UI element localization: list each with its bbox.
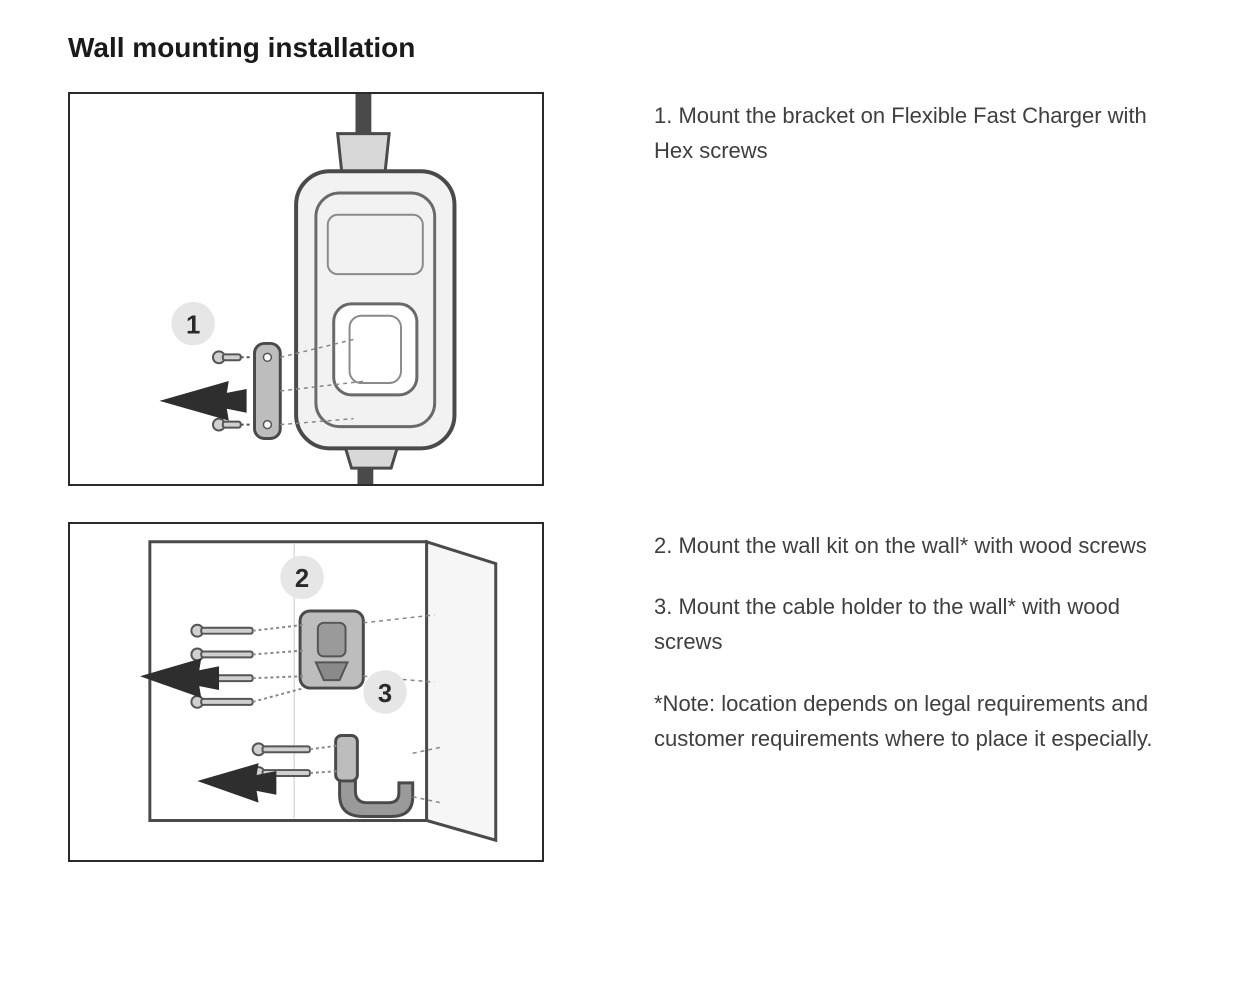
step-1-row: 1 1. Mount the bracket on Flexible Fast … <box>68 92 1200 486</box>
step-2-row: 2 <box>68 522 1200 862</box>
step-1-instruction: 1. Mount the bracket on Flexible Fast Ch… <box>654 98 1174 168</box>
diagram-2: 2 <box>68 522 544 862</box>
callout-1-number: 1 <box>186 312 200 340</box>
callout-2-number: 2 <box>295 565 309 593</box>
step-2-text: 2. Mount the wall kit on the wall* with … <box>654 522 1174 782</box>
step-2-instruction: 2. Mount the wall kit on the wall* with … <box>654 528 1174 563</box>
step-3-instruction: 3. Mount the cable holder to the wall* w… <box>654 589 1174 659</box>
diagram-1: 1 <box>68 92 544 486</box>
page-title: Wall mounting installation <box>68 32 1200 64</box>
step-1-text: 1. Mount the bracket on Flexible Fast Ch… <box>654 92 1174 194</box>
callout-3-number: 3 <box>378 680 392 708</box>
step-note: *Note: location depends on legal require… <box>654 686 1174 756</box>
